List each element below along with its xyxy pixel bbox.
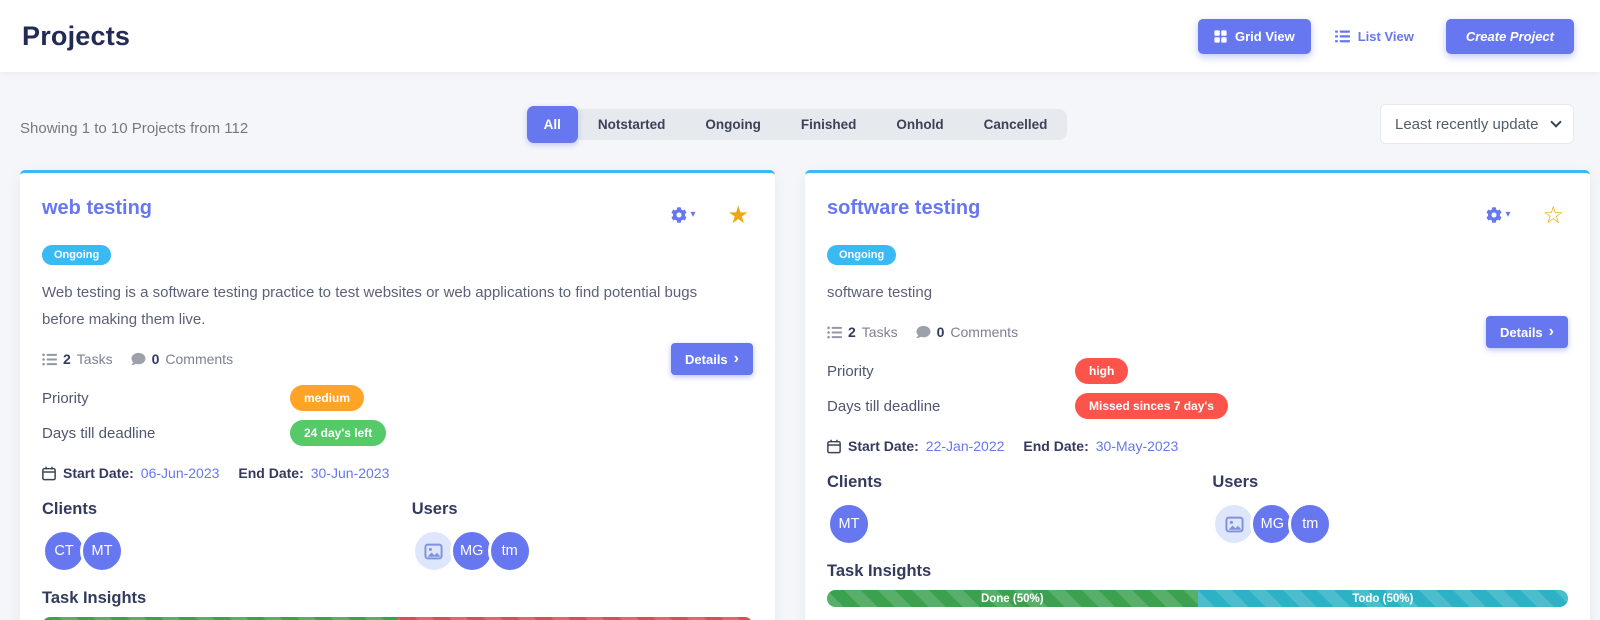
caret-down-icon: ▾ — [1505, 209, 1511, 220]
progress-todo: Todo (50%) — [1197, 590, 1568, 607]
sort-select-wrap: Least recently update — [1380, 104, 1574, 144]
view-actions: Grid View List View Create Project — [1197, 18, 1574, 54]
comment-icon — [916, 325, 931, 339]
list-view-button[interactable]: List View — [1325, 19, 1424, 54]
details-button[interactable]: Details › — [1486, 316, 1568, 348]
favorite-star-icon[interactable]: ☆ — [1542, 201, 1564, 229]
showing-wrap: Showing 1 to 10 Projects from 112 — [20, 112, 527, 137]
deadline-label: Days till deadline — [42, 424, 156, 442]
sort-select[interactable]: Least recently update — [1380, 104, 1574, 144]
users-section: Users MG tm — [1212, 469, 1597, 546]
project-card-web-testing: web testing Ongoing ▾ ★ Web testing is a… — [20, 170, 775, 620]
deadline-label: Days till deadline — [827, 397, 941, 415]
favorite-star-icon[interactable]: ★ — [727, 201, 749, 229]
users-label: Users — [411, 500, 458, 518]
details-button[interactable]: Details › — [671, 343, 753, 375]
task-insights-label: Task Insights — [42, 589, 147, 607]
tasks-icon — [827, 326, 842, 339]
user-avatar[interactable]: tm — [1288, 502, 1333, 546]
project-description: software testing — [827, 284, 933, 301]
sort-wrap-outer: Least recently update — [1067, 104, 1574, 144]
clients-section: Clients CT MT — [42, 496, 412, 573]
settings-dropdown[interactable]: ▾ — [1486, 207, 1510, 223]
task-insights-label: Task Insights — [827, 562, 932, 580]
end-date-label: End Date: — [238, 465, 304, 481]
dates-row: Start Date: 22-Jan-2022 End Date: 30-May… — [827, 438, 1568, 454]
tab-notstarted[interactable]: Notstarted — [578, 109, 686, 140]
tasks-count: 2 Tasks — [42, 351, 113, 367]
project-card-software-testing: software testing Ongoing ▾ ☆ software te… — [805, 170, 1590, 620]
end-date-value: 30-Jun-2023 — [310, 465, 390, 481]
settings-dropdown[interactable]: ▾ — [671, 207, 695, 223]
priority-label: Priority — [42, 389, 89, 407]
clients-label: Clients — [42, 500, 98, 518]
calendar-icon — [827, 439, 841, 454]
image-icon — [1225, 515, 1244, 534]
image-icon — [424, 542, 443, 561]
grid-view-button[interactable]: Grid View — [1197, 18, 1311, 54]
status-badge: Ongoing — [42, 245, 112, 265]
grid-view-label: Grid View — [1234, 28, 1295, 44]
create-project-button[interactable]: Create Project — [1445, 18, 1574, 54]
status-badge: Ongoing — [827, 245, 897, 265]
clients-label: Clients — [827, 473, 883, 491]
project-title[interactable]: software testing — [827, 197, 981, 219]
list-view-label: List View — [1357, 28, 1414, 44]
start-date-label: Start Date: — [848, 438, 919, 454]
tab-ongoing[interactable]: Ongoing — [685, 109, 780, 140]
client-avatar[interactable]: MT — [80, 529, 124, 573]
showing-text: Showing 1 to 10 Projects from 112 — [20, 119, 249, 137]
client-avatar[interactable]: MT — [827, 502, 871, 546]
progress-done: Done (50%) — [827, 590, 1198, 607]
tab-all[interactable]: All — [526, 105, 578, 143]
grid-icon — [1214, 29, 1227, 43]
priority-badge: high — [1075, 358, 1129, 384]
tasks-count: 2 Tasks — [827, 324, 898, 340]
status-filter-tabs: All Notstarted Ongoing Finished Onhold C… — [526, 105, 1068, 143]
caret-down-icon: ▾ — [690, 209, 696, 220]
end-date-value: 30-May-2023 — [1095, 438, 1179, 454]
projects-grid: web testing Ongoing ▾ ★ Web testing is a… — [0, 144, 1600, 620]
clients-section: Clients MT — [827, 469, 1212, 546]
start-date-label: Start Date: — [63, 465, 134, 481]
gear-icon — [671, 207, 687, 223]
deadline-badge: Missed sinces 7 day's — [1075, 393, 1228, 419]
deadline-badge: 24 day's left — [290, 420, 387, 446]
calendar-icon — [42, 466, 56, 481]
chevron-right-icon: › — [733, 350, 739, 367]
tab-cancelled[interactable]: Cancelled — [964, 109, 1068, 140]
top-bar: Projects Grid View List View Create Proj… — [0, 0, 1600, 72]
start-date-value: 22-Jan-2022 — [925, 438, 1005, 454]
create-project-label: Create Project — [1465, 28, 1554, 44]
end-date-label: End Date: — [1023, 438, 1089, 454]
tasks-icon — [42, 353, 57, 366]
user-avatar[interactable]: tm — [487, 529, 532, 573]
tab-onhold[interactable]: Onhold — [876, 109, 963, 140]
list-icon — [1334, 29, 1350, 43]
start-date-value: 06-Jun-2023 — [140, 465, 220, 481]
project-title[interactable]: web testing — [42, 197, 153, 219]
priority-label: Priority — [827, 362, 874, 380]
tab-finished[interactable]: Finished — [781, 109, 877, 140]
comments-count: 0 Comments — [131, 351, 233, 367]
comments-count: 0 Comments — [916, 324, 1018, 340]
chevron-right-icon: › — [1548, 323, 1554, 340]
priority-badge: medium — [290, 385, 365, 411]
users-label: Users — [1212, 473, 1259, 491]
task-insights-progress: Done (50%) Todo (50%) — [827, 590, 1568, 607]
page-title: Projects — [22, 20, 131, 51]
users-section: Users MG tm — [411, 496, 782, 573]
filters-row: Showing 1 to 10 Projects from 112 All No… — [0, 104, 1600, 144]
comment-icon — [131, 352, 146, 366]
dates-row: Start Date: 06-Jun-2023 End Date: 30-Jun… — [42, 465, 753, 481]
gear-icon — [1486, 207, 1502, 223]
project-description: Web testing is a software testing practi… — [42, 284, 698, 328]
